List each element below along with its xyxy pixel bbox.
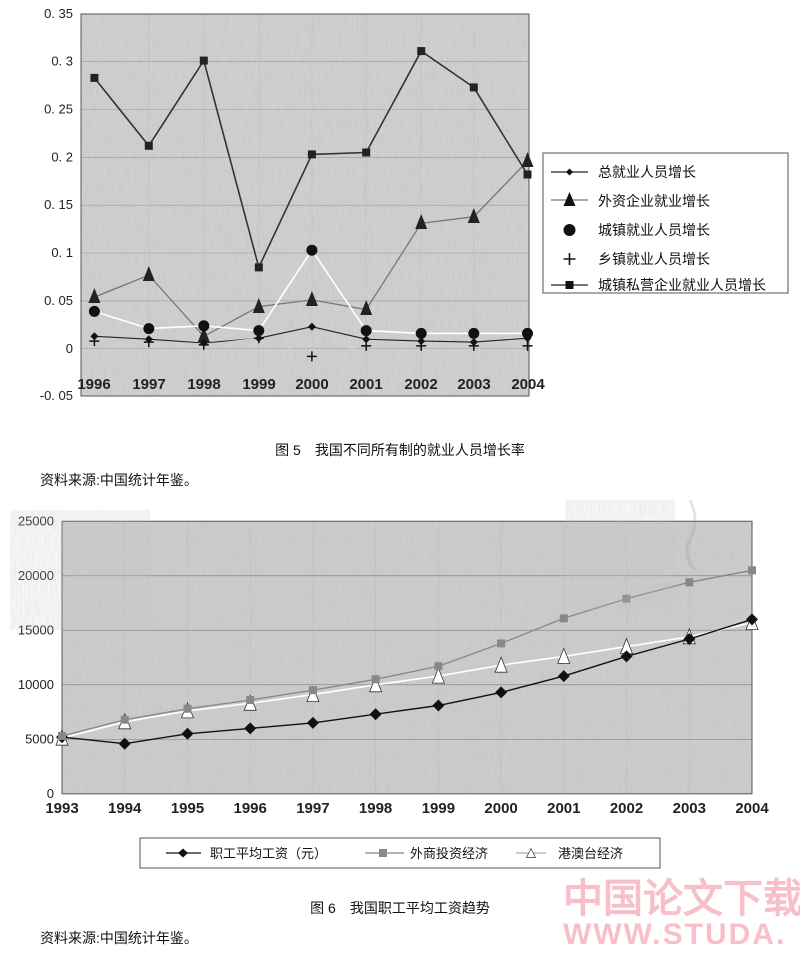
svg-text:图 6 我国职工平均工资趋势: 图 6 我国职工平均工资趋势 (310, 900, 490, 916)
svg-text:0. 35: 0. 35 (44, 6, 73, 21)
svg-text:15000: 15000 (18, 623, 54, 638)
svg-text:职工平均工资（元）: 职工平均工资（元） (210, 846, 327, 861)
svg-text:0. 25: 0. 25 (44, 102, 73, 117)
svg-text:2002: 2002 (610, 800, 643, 817)
svg-text:1993: 1993 (45, 800, 78, 817)
svg-text:1996: 1996 (77, 376, 110, 393)
svg-text:1999: 1999 (242, 376, 275, 393)
svg-text:WWW.STUDA.: WWW.STUDA. (563, 918, 786, 951)
svg-text:港澳台经济: 港澳台经济 (558, 846, 623, 861)
svg-text:0. 1: 0. 1 (51, 245, 73, 260)
svg-text:图 5 我国不同所有制的就业人员增长率: 图 5 我国不同所有制的就业人员增长率 (275, 442, 525, 458)
svg-text:2001: 2001 (349, 376, 382, 393)
svg-text:1997: 1997 (296, 800, 329, 817)
svg-text:中国论文下载: 中国论文下载 (563, 877, 800, 921)
svg-text:1998: 1998 (187, 376, 220, 393)
svg-text:2003: 2003 (457, 376, 490, 393)
svg-text:乡镇就业人员增长: 乡镇就业人员增长 (598, 251, 710, 267)
svg-text:总就业人员增长: 总就业人员增长 (598, 164, 696, 180)
svg-text:资料来源:中国统计年鉴。: 资料来源:中国统计年鉴。 (40, 930, 198, 946)
svg-text:1994: 1994 (108, 800, 142, 817)
svg-text:1999: 1999 (422, 800, 455, 817)
svg-text:5000: 5000 (25, 732, 54, 747)
svg-text:外资企业就业增长: 外资企业就业增长 (598, 193, 710, 209)
svg-text:0. 05: 0. 05 (44, 293, 73, 308)
svg-text:2004: 2004 (735, 800, 769, 817)
svg-text:10000: 10000 (18, 677, 54, 692)
svg-text:2004: 2004 (511, 376, 545, 393)
svg-text:-0. 05: -0. 05 (40, 388, 73, 403)
svg-text:外商投资经济: 外商投资经济 (410, 846, 488, 861)
svg-text:0. 15: 0. 15 (44, 197, 73, 212)
svg-text:2000: 2000 (484, 800, 517, 817)
svg-text:城镇就业人员增长: 城镇就业人员增长 (598, 222, 710, 238)
svg-text:2001: 2001 (547, 800, 580, 817)
svg-text:2000: 2000 (295, 376, 328, 393)
svg-text:2002: 2002 (404, 376, 437, 393)
svg-text:2003: 2003 (673, 800, 706, 817)
svg-text:0: 0 (66, 341, 73, 356)
svg-text:1995: 1995 (171, 800, 204, 817)
svg-text:0. 2: 0. 2 (51, 149, 73, 164)
svg-text:1998: 1998 (359, 800, 392, 817)
svg-text:0. 3: 0. 3 (51, 54, 73, 69)
svg-text:资料来源:中国统计年鉴。: 资料来源:中国统计年鉴。 (40, 472, 198, 488)
svg-text:城镇私营企业就业人员增长: 城镇私营企业就业人员增长 (598, 277, 766, 293)
svg-text:0: 0 (47, 786, 54, 801)
svg-text:1997: 1997 (132, 376, 165, 393)
svg-text:1996: 1996 (234, 800, 267, 817)
